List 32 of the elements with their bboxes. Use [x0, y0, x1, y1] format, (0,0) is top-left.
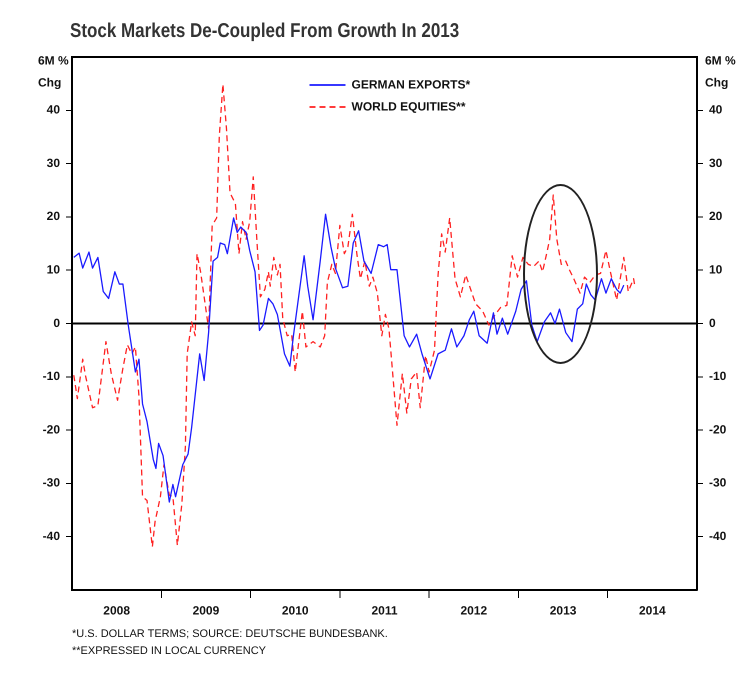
- x-tick-label: 2008: [103, 604, 130, 618]
- y-tick-label: -30: [42, 476, 60, 490]
- y2-tick-label: -10: [709, 369, 727, 384]
- y2-tick-label: -40: [709, 529, 727, 544]
- y-tick-label: 10: [46, 262, 60, 277]
- x-tick-label: 2012: [460, 604, 488, 618]
- y2-tick-label: 0: [709, 316, 716, 330]
- x-tick-label: 2011: [371, 604, 398, 618]
- legend-label: WORLD EQUITIES**: [352, 99, 466, 114]
- legend-label: GERMAN EXPORTS*: [352, 77, 471, 92]
- y-axis-title: 6M % Chg: [38, 53, 70, 90]
- y2-axis-title: 6M % Chg: [705, 53, 736, 90]
- x-tick-label: 2010: [282, 604, 309, 618]
- text: **EXPRESSED IN LOCAL CURRENCY: [72, 645, 266, 657]
- y-tick-label: 30: [46, 156, 60, 170]
- y-tick-label: -40: [42, 529, 60, 544]
- y-tick-label: -20: [42, 422, 60, 436]
- y-tick-label: 20: [46, 209, 60, 224]
- y2-tick-label: -20: [709, 422, 727, 436]
- y-tick-label: 40: [46, 102, 60, 117]
- x-tick-label: 2013: [550, 604, 577, 618]
- y2-tick-label: 40: [709, 102, 723, 117]
- y2-tick-label: 10: [709, 262, 723, 277]
- x-tick-label: 2014: [639, 604, 666, 618]
- y-tick-label: -10: [42, 369, 60, 384]
- chart-title: Stock Markets De-Coupled From Growth In 2013: [70, 20, 460, 43]
- y2-tick-label: 30: [709, 156, 723, 170]
- x-tick-label: 2009: [192, 604, 220, 618]
- y-tick-label: 0: [53, 316, 60, 330]
- y2-tick-label: 20: [709, 209, 723, 224]
- y2-tick-label: -30: [709, 476, 727, 490]
- text: *U.S. DOLLAR TERMS; SOURCE: DEUTSCHE BUNDESBANK.: [72, 628, 388, 640]
